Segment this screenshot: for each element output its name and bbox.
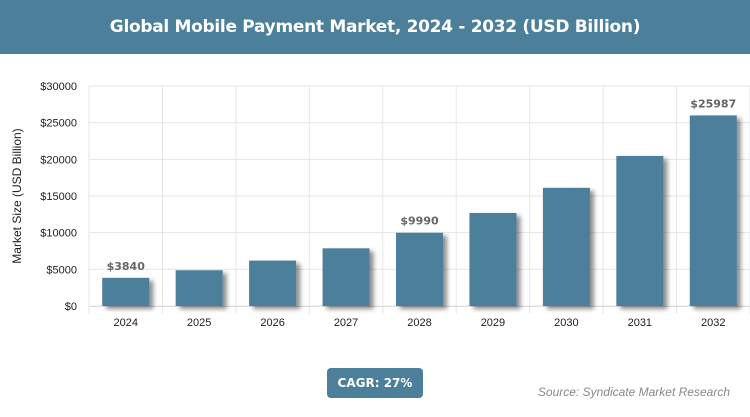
source-note: Source: Syndicate Market Research — [537, 385, 730, 399]
x-tick-label: 2024 — [113, 317, 137, 329]
chart-header: Global Mobile Payment Market, 2024 - 203… — [0, 0, 750, 54]
y-tick-label: $15000 — [40, 191, 77, 203]
bar-2026 — [249, 260, 297, 306]
chart-title: Global Mobile Payment Market, 2024 - 203… — [109, 17, 641, 37]
y-axis-label: Market Size (USD Billion) — [10, 128, 24, 263]
bar-2030 — [542, 187, 590, 306]
bar-2025 — [175, 270, 223, 306]
data-label-2028: $9990 — [400, 215, 439, 228]
bar-2024 — [102, 277, 150, 306]
bar-2028 — [396, 232, 443, 306]
y-tick-label: $0 — [65, 301, 77, 313]
x-tick-label: 2025 — [187, 317, 211, 329]
x-tick-label: 2027 — [334, 317, 358, 329]
data-label-2024: $3840 — [107, 260, 146, 273]
y-tick-label: $25000 — [40, 118, 77, 130]
bar-2029 — [469, 212, 517, 306]
x-tick-label: 2026 — [260, 317, 284, 329]
bar-2032 — [689, 115, 737, 306]
bar-2027 — [322, 248, 370, 306]
bar-2031 — [616, 155, 664, 306]
x-tick-label: 2032 — [701, 317, 725, 329]
y-tick-label: $10000 — [40, 228, 77, 240]
x-tick-label: 2029 — [481, 317, 505, 329]
y-tick-label: $5000 — [46, 264, 77, 276]
y-tick-label: $30000 — [40, 81, 77, 93]
x-tick-label: 2030 — [554, 317, 578, 329]
y-tick-label: $20000 — [40, 154, 77, 166]
cagr-badge: CAGR: 27% — [327, 368, 423, 398]
x-tick-label: 2031 — [628, 317, 652, 329]
data-label-2032: $25987 — [690, 97, 736, 110]
x-tick-label: 2028 — [407, 317, 431, 329]
